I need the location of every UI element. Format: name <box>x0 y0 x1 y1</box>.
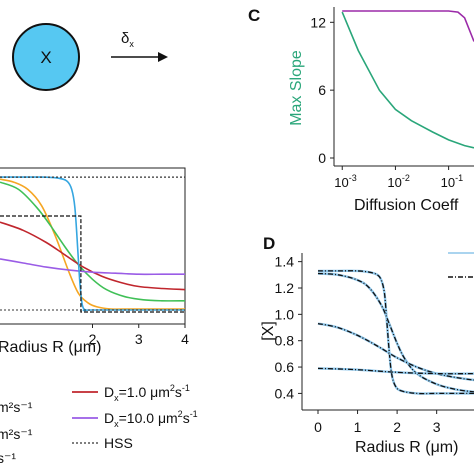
panel-d-x-tick-label: 2 <box>393 419 401 435</box>
diffusion-arrow-head <box>158 52 168 62</box>
panel-d-y-ticks: 0.4 0.6 0.8 1.0 1.2 1.4 <box>275 254 302 401</box>
panel-d-label: D <box>263 234 275 253</box>
schematic-panel: X δx <box>12 23 168 91</box>
panel-d-y-tick-label: 1.4 <box>275 254 295 270</box>
panel-c-x-axis-label: Diffusion Coeff <box>354 197 459 214</box>
panel-b-series-line-1 <box>0 181 186 302</box>
panel-c-x-tick-label: 10-1 <box>441 173 463 190</box>
panel-d-legend <box>448 252 474 278</box>
molecule-x-label: X <box>40 48 51 67</box>
panel-b-series-line-0 <box>0 178 185 310</box>
legend-fragment-0: m²s⁻¹ <box>0 399 33 415</box>
panel-d-y-tick-label: 0.4 <box>275 385 295 401</box>
panel-b-series <box>0 176 186 313</box>
legend-label-1: Dx=10.0 μm2s-1 <box>104 409 198 429</box>
panel-c-x-tick-label: 10-3 <box>334 173 356 190</box>
panel-c-series-line-0 <box>341 11 474 149</box>
delta-subscript: x <box>129 39 134 49</box>
diffusion-arrow-label: δx <box>121 30 134 49</box>
legend-label-0: Dx=1.0 μm2s-1 <box>104 383 190 403</box>
panel-b-legend: Dx=1.0 μm2s-1 Dx=10.0 μm2s-1 HSS <box>72 383 198 451</box>
panel-d-approx-line-2 <box>317 322 474 381</box>
legend-fragment-2: s⁻¹ <box>0 450 16 466</box>
panel-c-y-ticks: 0 6 12 <box>310 14 334 166</box>
panel-b-x-tick-label: 3 <box>135 331 143 347</box>
panel-b-x-axis-label: Radius R (μm) <box>0 339 101 356</box>
panel-c-x-ticks: 10-3 10-2 10-1 <box>334 166 463 190</box>
panel-d-x-tick-label: 0 <box>314 419 322 435</box>
panel-d-y-tick-label: 0.6 <box>275 359 295 375</box>
panel-b-series-line-3 <box>0 258 185 276</box>
panel-d-x-ticks: 0 1 2 3 <box>314 410 441 435</box>
molecule-x-circle <box>12 23 80 91</box>
panel-d-model-line-0 <box>318 269 474 395</box>
panel-d-y-axis-label: [X] <box>260 321 277 341</box>
panel-d-approx-line-1 <box>317 272 474 393</box>
panel-d-series <box>317 269 474 395</box>
panel-d-x-tick-label: 3 <box>433 419 441 435</box>
panel-b-x-tick-label: 2 <box>89 331 97 347</box>
panel-d-model-line-3 <box>317 367 474 375</box>
panel-d-y-tick-label: 0.8 <box>275 333 295 349</box>
panel-c-label: C <box>248 6 260 25</box>
panel-d-y-tick-label: 1.0 <box>275 306 295 322</box>
panel-c-y-tick-label: 0 <box>318 150 326 166</box>
panel-c-y-tick-label: 12 <box>310 14 326 30</box>
panel-d-y-tick-label: 1.2 <box>275 280 295 296</box>
panel-c-x-tick-label: 10-2 <box>387 173 409 190</box>
panel-c-chart: C 0 6 12 10-3 10-2 10-1 Max Slope Diffusion … <box>248 6 474 214</box>
panel-c-y-axis-label: Max Slope <box>288 50 305 126</box>
panel-b-x-tick-label: 4 <box>181 331 189 347</box>
panel-c-series <box>341 10 474 149</box>
delta-symbol: δ <box>121 30 129 47</box>
panel-c-series-line-1 <box>342 10 474 42</box>
panel-c-y-tick-label: 6 <box>318 82 326 98</box>
panel-d-x-axis-label: Radius R (μm) <box>355 439 458 456</box>
panel-b-chart: 2 3 4 Radius R (μm) <box>0 167 189 356</box>
panel-d-chart: D 0.4 0.6 0.8 1.0 1.2 1.4 0 1 2 3 [X] Radius R (… <box>260 234 474 456</box>
panel-b-legend-fragments: m²s⁻¹ m²s⁻¹ s⁻¹ <box>0 399 33 466</box>
legend-label-2: HSS <box>104 435 133 451</box>
panel-b-x-ticks: 2 3 4 <box>89 324 189 347</box>
legend-fragment-1: m²s⁻¹ <box>0 426 33 442</box>
panel-d-approx-line-0 <box>318 270 474 395</box>
panel-d-x-tick-label: 1 <box>354 419 362 435</box>
panel-b-series-line-6 <box>0 215 185 313</box>
